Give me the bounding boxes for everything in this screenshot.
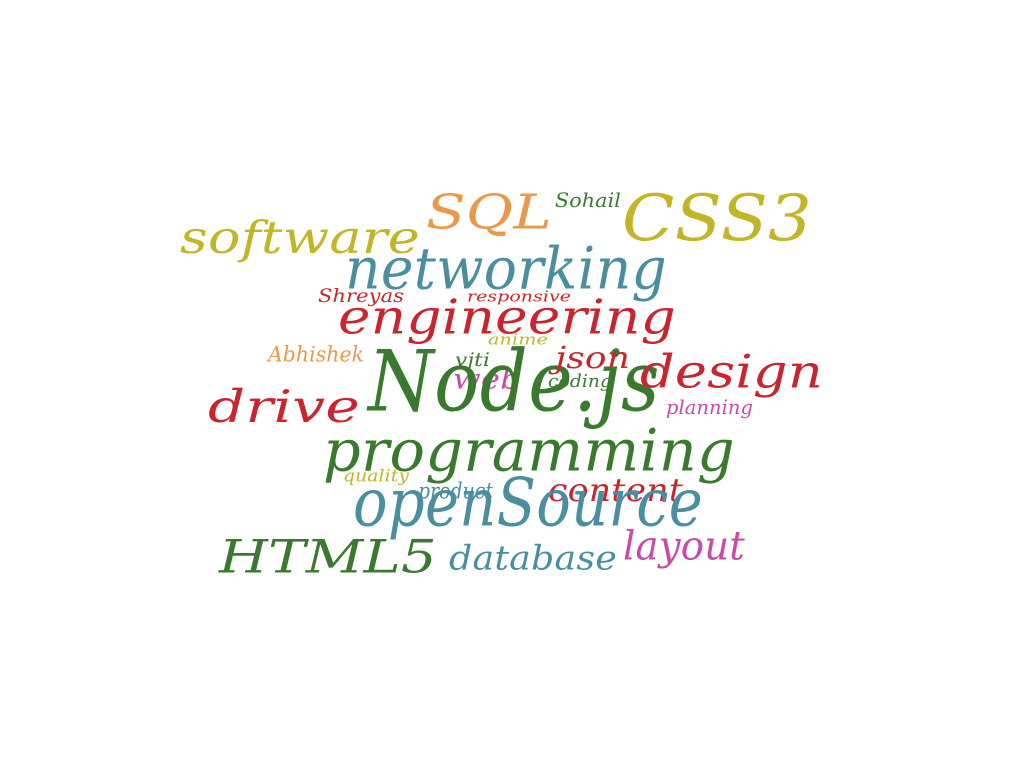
word-programming: programming (323, 416, 735, 485)
word-coding: coding (548, 370, 612, 392)
word-html5: HTML5 (219, 529, 437, 584)
word-design: design (640, 344, 823, 399)
word-vjti: vjti (455, 348, 490, 371)
word-database: database (449, 537, 617, 578)
word-networking: networking (345, 234, 667, 303)
word-responsive: responsive (467, 287, 571, 306)
word-drive: drive (208, 379, 360, 433)
word-planning: planning (666, 395, 753, 419)
word-software: software (180, 210, 420, 264)
word-sohail: Sohail (555, 188, 621, 212)
word-quality: quality (343, 465, 409, 486)
word-abhishek: Abhishek (268, 342, 364, 367)
word-json: json (555, 340, 630, 376)
word-css3: CSS3 (622, 180, 812, 256)
word-sql: SQL (426, 183, 552, 240)
word-engineering: engineering (338, 288, 676, 345)
word-anime: anime (488, 330, 548, 349)
word-product: product (418, 478, 493, 504)
word-nodejs: Node.js (368, 332, 660, 431)
word-content: content (548, 471, 683, 509)
word-layout: layout (623, 522, 745, 570)
word-web: web (453, 362, 521, 396)
word-shreyas: Shreyas (318, 284, 404, 307)
word-opensource: openSource (353, 464, 703, 542)
